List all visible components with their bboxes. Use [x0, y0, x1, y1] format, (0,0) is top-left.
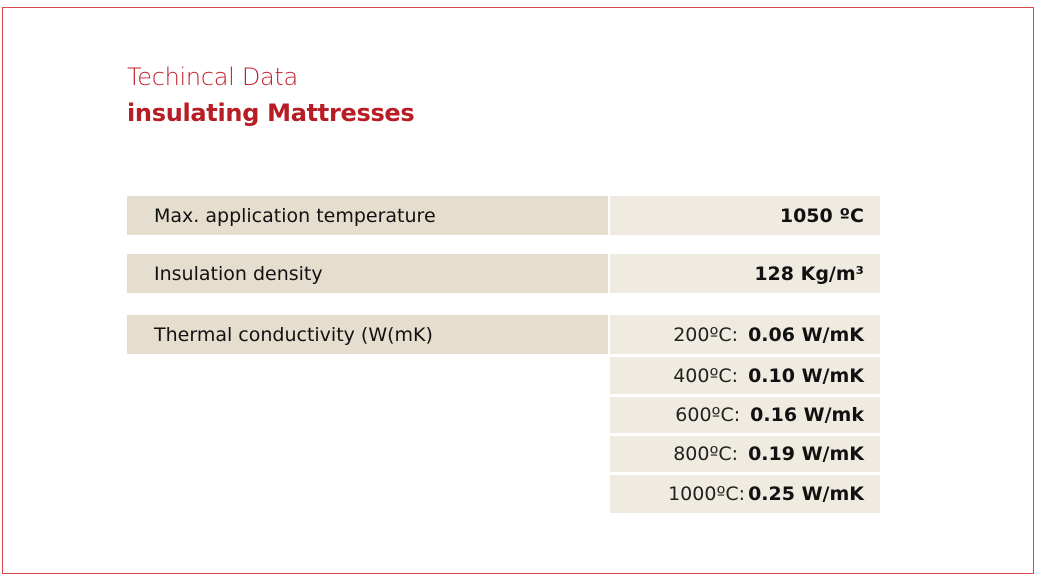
conductivity-row: 600ºC: 0.16 W/mk	[610, 397, 880, 433]
conductivity-row: 400ºC: 0.10 W/mK	[610, 357, 880, 394]
conductivity-row: 200ºC: 0.06 W/mK	[610, 315, 880, 354]
value-text: 0.25 W/mK	[748, 483, 864, 505]
page-subtitle: insulating Mattresses	[127, 99, 415, 127]
value-text: 128 Kg/m³	[754, 262, 864, 285]
value-text: 0.06 W/mK	[748, 323, 864, 346]
page-title: Techincal Data	[127, 63, 298, 91]
temp: 1000ºC:	[668, 483, 746, 505]
max-temperature-label: Max. application temperature	[127, 196, 608, 235]
density-label: Insulation density	[127, 254, 608, 293]
temp: 800ºC:	[673, 443, 739, 465]
temp: 400ºC:	[673, 364, 739, 387]
density-value: 128 Kg/m³	[610, 254, 880, 293]
conductivity-row: 800ºC: 0.19 W/mK	[610, 436, 880, 472]
conductivity-label: Thermal conductivity (W(mK)	[127, 315, 608, 354]
temp: 200ºC:	[673, 323, 739, 346]
value-text: 0.19 W/mK	[748, 443, 864, 465]
value-text: 0.16 W/mk	[750, 404, 864, 426]
content-frame	[2, 7, 1034, 574]
value-text: 0.10 W/mK	[748, 364, 864, 387]
value-text: 1050 ºC	[779, 204, 864, 227]
max-temperature-value: 1050 ºC	[610, 196, 880, 235]
conductivity-row: 1000ºC: 0.25 W/mK	[610, 475, 880, 513]
temp: 600ºC:	[675, 404, 741, 426]
